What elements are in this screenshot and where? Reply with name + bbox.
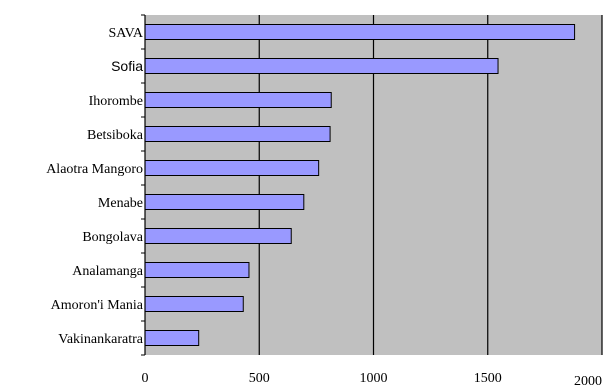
bar-amoron-i-mania xyxy=(144,296,244,312)
bar-menabe xyxy=(144,194,305,210)
category-label: Menabe xyxy=(98,196,143,211)
bars xyxy=(144,24,576,346)
x-tick-label: 0 xyxy=(142,371,149,386)
x-axis-tick-labels: 0 500 1000 1500 2000 xyxy=(142,371,603,389)
category-labels: SAVA Sofia Ihorombe Betsiboka Alaotra Mangor… xyxy=(46,26,144,347)
bar-analamanga xyxy=(144,262,250,278)
category-label: Bongolava xyxy=(82,230,143,245)
x-tick-label: 2000 xyxy=(574,374,602,389)
x-tick-label: 500 xyxy=(249,371,270,386)
category-label: Amoron'i Mania xyxy=(51,298,144,313)
bar-vakinankaratra xyxy=(144,330,200,346)
category-label: Analamanga xyxy=(72,264,144,279)
category-label: Betsiboka xyxy=(87,128,144,143)
category-label: Ihorombe xyxy=(89,94,143,109)
x-tick-label: 1500 xyxy=(474,371,502,386)
bar-sofia xyxy=(144,58,499,74)
bar-sava xyxy=(144,24,576,40)
bar-betsiboka xyxy=(144,126,331,142)
category-label: Vakinankaratra xyxy=(58,332,144,347)
category-label: Sofia xyxy=(111,58,143,74)
bar-bongolava xyxy=(144,228,292,244)
bar-ihorombe xyxy=(144,92,332,108)
x-tick-label: 1000 xyxy=(360,371,388,386)
category-label: SAVA xyxy=(108,26,143,41)
bar-alaotra-mangoro xyxy=(144,160,320,176)
y-axis-ticks xyxy=(141,14,145,356)
category-label: Alaotra Mangoro xyxy=(46,162,143,177)
